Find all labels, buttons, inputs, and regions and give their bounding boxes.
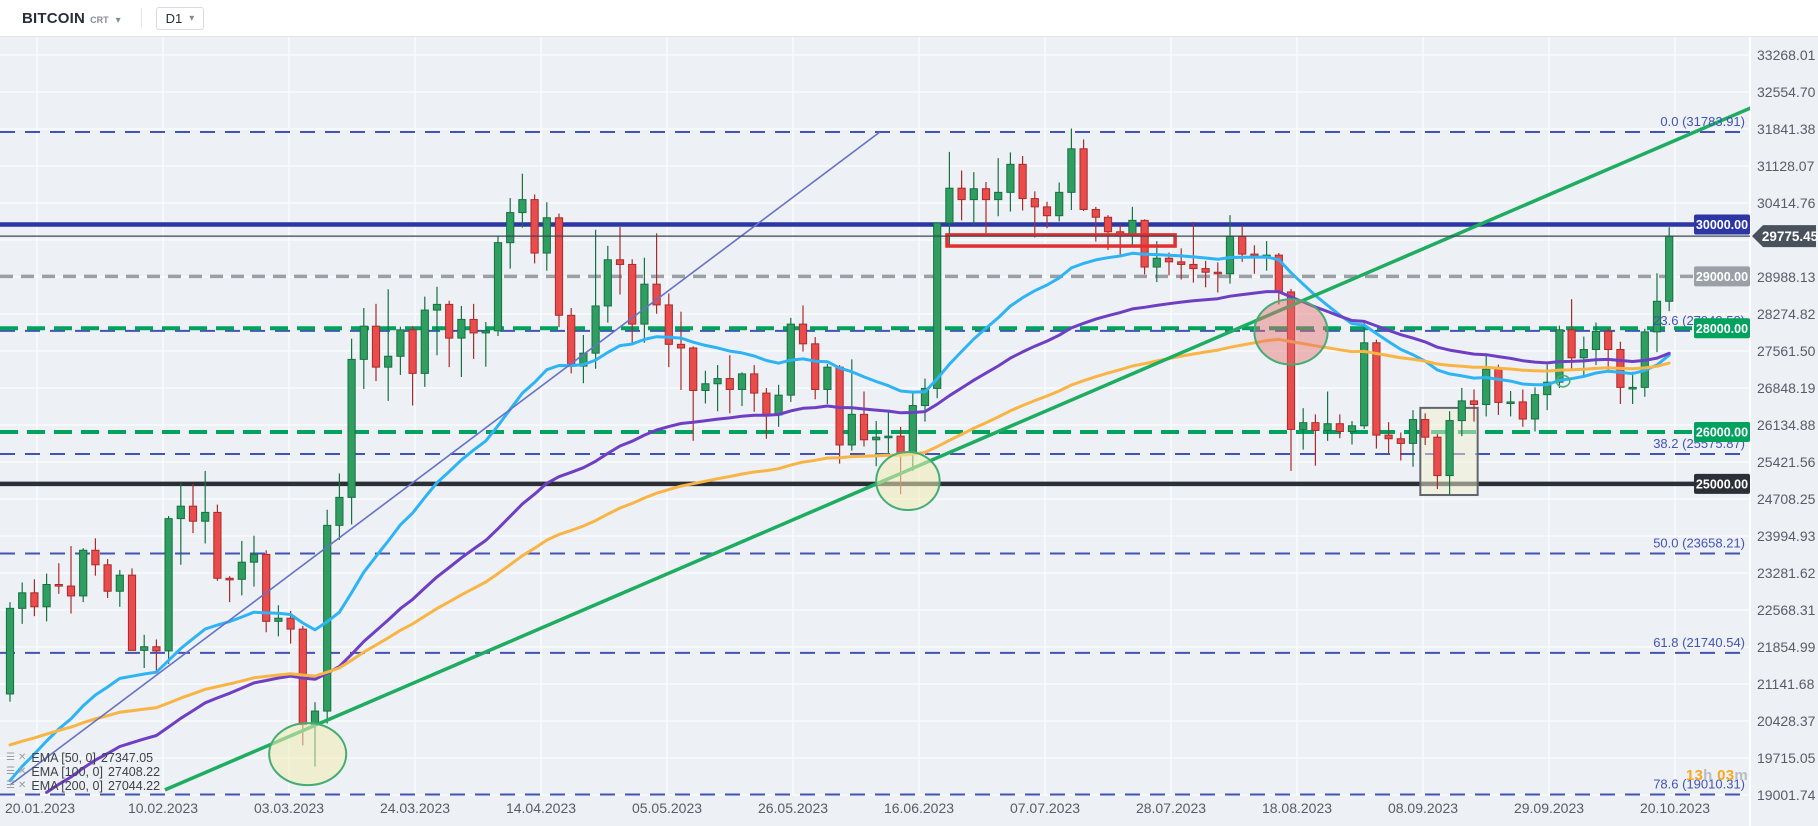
svg-text:10.02.2023: 10.02.2023 bbox=[128, 800, 198, 816]
indicator-label: EMA [50, 0] bbox=[31, 750, 96, 765]
legend-row-ema100: ☰ ✕ EMA [100, 0] 27408.22 bbox=[6, 764, 161, 779]
svg-text:23994.93: 23994.93 bbox=[1757, 528, 1816, 544]
svg-text:30000.00: 30000.00 bbox=[1696, 218, 1748, 232]
svg-text:21141.68: 21141.68 bbox=[1757, 676, 1815, 692]
svg-text:32554.70: 32554.70 bbox=[1757, 84, 1816, 100]
svg-text:24708.25: 24708.25 bbox=[1757, 491, 1816, 507]
svg-text:28000.00: 28000.00 bbox=[1696, 322, 1748, 336]
svg-text:28988.13: 28988.13 bbox=[1757, 269, 1816, 285]
chevron-down-icon: ▾ bbox=[115, 14, 121, 26]
svg-text:28.07.2023: 28.07.2023 bbox=[1136, 800, 1206, 816]
svg-text:18.08.2023: 18.08.2023 bbox=[1262, 800, 1332, 816]
svg-text:0.0 (31783.91): 0.0 (31783.91) bbox=[1660, 114, 1745, 129]
top-toolbar: BITCOIN CRT ▾ D1 ▾ bbox=[0, 0, 1818, 37]
indicator-legend: ☰ ✕ EMA [50, 0] 27347.05 ☰ ✕ EMA [100, 0… bbox=[6, 751, 160, 793]
svg-text:30414.76: 30414.76 bbox=[1757, 195, 1816, 211]
svg-text:07.07.2023: 07.07.2023 bbox=[1010, 800, 1080, 816]
svg-text:16.06.2023: 16.06.2023 bbox=[884, 800, 954, 816]
svg-text:26134.88: 26134.88 bbox=[1757, 417, 1816, 433]
svg-text:31128.07: 31128.07 bbox=[1757, 158, 1815, 174]
svg-text:50.0 (23658.21): 50.0 (23658.21) bbox=[1653, 535, 1745, 550]
svg-text:20428.37: 20428.37 bbox=[1757, 713, 1816, 729]
indicator-label: EMA [200, 0] bbox=[31, 778, 103, 793]
svg-text:26000.00: 26000.00 bbox=[1696, 425, 1748, 439]
chevron-down-icon: ▾ bbox=[189, 12, 195, 24]
indicator-label: EMA [100, 0] bbox=[31, 764, 103, 779]
svg-text:33268.01: 33268.01 bbox=[1757, 47, 1816, 63]
svg-text:29000.00: 29000.00 bbox=[1696, 270, 1748, 284]
symbol-suffix: CRT bbox=[90, 14, 109, 25]
indicator-value: 27044.22 bbox=[107, 778, 161, 793]
svg-text:26.05.2023: 26.05.2023 bbox=[758, 800, 828, 816]
svg-text:29.09.2023: 29.09.2023 bbox=[1514, 800, 1584, 816]
indicator-settings-icon[interactable]: ☰ bbox=[6, 779, 15, 791]
svg-text:25000.00: 25000.00 bbox=[1696, 477, 1748, 491]
svg-text:20.01.2023: 20.01.2023 bbox=[5, 800, 75, 816]
indicator-settings-icon[interactable]: ☰ bbox=[6, 765, 15, 777]
legend-row-ema200: ☰ ✕ EMA [200, 0] 27044.22 bbox=[6, 778, 161, 793]
countdown-hours: 13 bbox=[1685, 767, 1704, 784]
svg-text:25421.56: 25421.56 bbox=[1757, 454, 1816, 470]
svg-text:27561.50: 27561.50 bbox=[1757, 343, 1816, 359]
indicator-value: 27408.22 bbox=[107, 764, 161, 779]
svg-text:31841.38: 31841.38 bbox=[1757, 121, 1816, 137]
countdown-minutes: 03 bbox=[1717, 767, 1735, 784]
svg-text:29775.45: 29775.45 bbox=[1762, 229, 1818, 244]
toolbar-divider bbox=[140, 8, 142, 28]
svg-text:08.09.2023: 08.09.2023 bbox=[1388, 800, 1458, 816]
svg-text:78.6 (19010.31): 78.6 (19010.31) bbox=[1653, 777, 1745, 792]
timeframe-selector[interactable]: D1 ▾ bbox=[155, 6, 205, 30]
countdown-minutes-unit: m bbox=[1734, 767, 1748, 784]
symbol-name: BITCOIN bbox=[22, 9, 86, 27]
svg-text:05.05.2023: 05.05.2023 bbox=[632, 800, 702, 816]
svg-text:14.04.2023: 14.04.2023 bbox=[506, 800, 576, 816]
svg-text:19715.05: 19715.05 bbox=[1757, 750, 1816, 766]
indicator-remove-icon[interactable]: ✕ bbox=[17, 779, 27, 791]
svg-text:03.03.2023: 03.03.2023 bbox=[254, 800, 324, 816]
svg-text:23281.62: 23281.62 bbox=[1757, 565, 1816, 581]
countdown-hours-unit: h bbox=[1703, 767, 1718, 784]
candle-close-countdown: 13h 03m bbox=[1686, 767, 1748, 784]
timeframe-label: D1 bbox=[165, 10, 183, 26]
indicator-remove-icon[interactable]: ✕ bbox=[17, 751, 27, 763]
svg-text:22568.31: 22568.31 bbox=[1757, 602, 1816, 618]
svg-text:26848.19: 26848.19 bbox=[1757, 380, 1816, 396]
symbol-selector[interactable]: BITCOIN CRT ▾ bbox=[16, 6, 127, 31]
indicator-value: 27347.05 bbox=[100, 750, 154, 765]
svg-text:24.03.2023: 24.03.2023 bbox=[380, 800, 450, 816]
svg-text:61.8 (21740.54): 61.8 (21740.54) bbox=[1653, 635, 1745, 650]
svg-text:21854.99: 21854.99 bbox=[1757, 639, 1816, 655]
indicator-settings-icon[interactable]: ☰ bbox=[6, 751, 15, 763]
svg-text:19001.74: 19001.74 bbox=[1757, 787, 1816, 803]
indicator-remove-icon[interactable]: ✕ bbox=[17, 765, 27, 777]
svg-text:20.10.2023: 20.10.2023 bbox=[1640, 800, 1710, 816]
svg-text:28274.82: 28274.82 bbox=[1757, 306, 1816, 322]
legend-row-ema50: ☰ ✕ EMA [50, 0] 27347.05 bbox=[6, 750, 160, 765]
